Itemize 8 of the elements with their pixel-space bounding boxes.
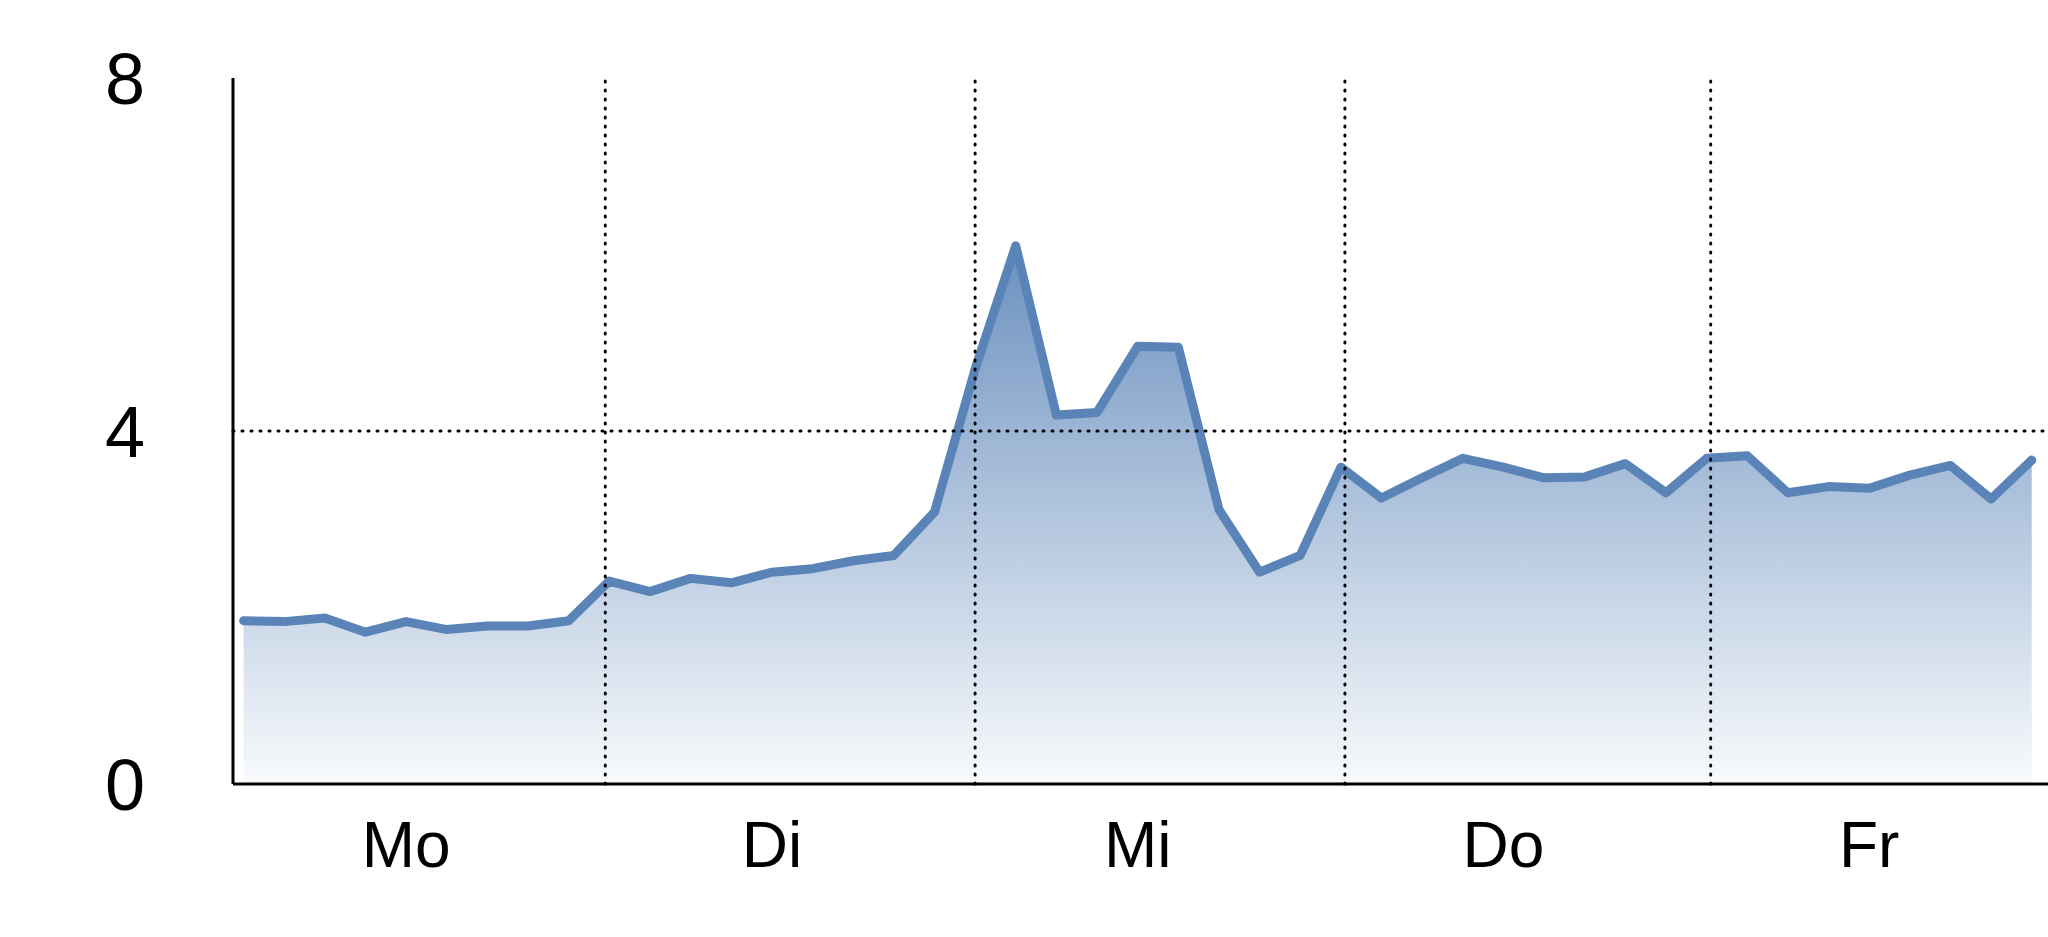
x-tick-label: Di [741,809,803,882]
x-tick-label: Mi [1103,809,1172,882]
y-tick-label: 4 [104,391,145,472]
y-tick-label: 0 [104,744,145,825]
y-tick-label: 8 [104,38,145,119]
x-tick-label: Fr [1838,809,1900,882]
x-tick-label: Do [1462,809,1545,882]
x-tick-label: Mo [361,809,451,882]
